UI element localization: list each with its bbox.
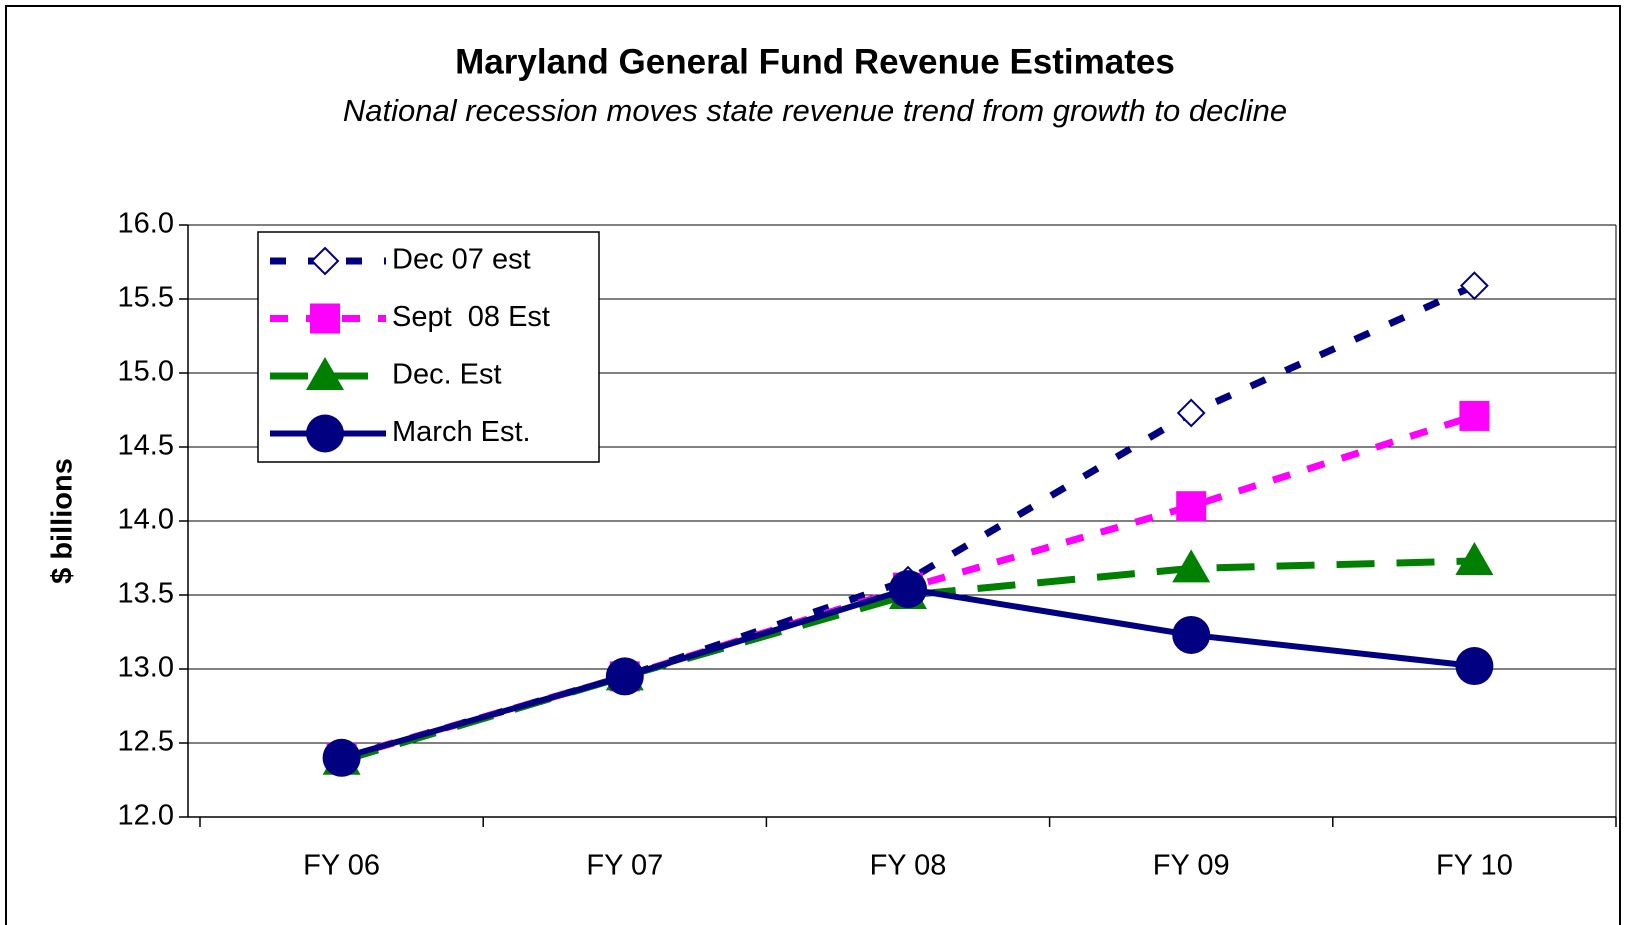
data-point bbox=[1459, 271, 1489, 301]
data-point bbox=[1455, 647, 1494, 686]
y-tick-label: 12.0 bbox=[118, 800, 174, 832]
chart-title: Maryland General Fund Revenue Estimates bbox=[455, 42, 1175, 81]
data-point bbox=[1459, 400, 1490, 431]
x-tick-label: FY 09 bbox=[1153, 850, 1230, 882]
legend-label: Dec 07 est bbox=[392, 244, 531, 276]
legend-marker bbox=[306, 414, 344, 453]
y-tick-label: 16.0 bbox=[118, 208, 174, 240]
x-tick-label: FY 07 bbox=[586, 850, 663, 882]
data-point bbox=[1172, 615, 1211, 654]
data-point bbox=[1176, 491, 1207, 522]
y-tick-label: 13.0 bbox=[118, 652, 174, 684]
y-axis-label: $ billions bbox=[47, 458, 79, 584]
y-tick-label: 14.0 bbox=[118, 504, 174, 536]
chart-subtitle: National recession moves state revenue t… bbox=[343, 93, 1287, 128]
legend-label: March Est. bbox=[392, 416, 531, 448]
y-tick-label: 14.5 bbox=[118, 430, 174, 462]
chart-border bbox=[5, 5, 1621, 925]
legend-marker bbox=[310, 303, 340, 334]
data-point bbox=[322, 738, 361, 777]
legend-marker bbox=[306, 357, 344, 390]
data-point bbox=[1455, 541, 1494, 575]
y-tick-label: 15.0 bbox=[118, 356, 174, 388]
legend-label: Sept 08 Est bbox=[392, 301, 550, 333]
data-point bbox=[1176, 398, 1206, 428]
data-point bbox=[605, 657, 644, 696]
x-tick-label: FY 10 bbox=[1436, 850, 1513, 882]
x-tick-label: FY 08 bbox=[870, 850, 947, 882]
data-point bbox=[1172, 549, 1211, 583]
x-tick-label: FY 06 bbox=[303, 850, 380, 882]
legend-label: Dec. Est bbox=[392, 359, 502, 391]
data-point bbox=[889, 570, 927, 609]
y-tick-label: 13.5 bbox=[118, 578, 174, 610]
legend-marker bbox=[310, 246, 340, 276]
y-tick-label: 12.5 bbox=[118, 726, 174, 758]
y-tick-label: 15.5 bbox=[118, 282, 174, 314]
legend: Dec 07 est Sept 08 Est Dec. Est March Est. bbox=[257, 231, 600, 463]
